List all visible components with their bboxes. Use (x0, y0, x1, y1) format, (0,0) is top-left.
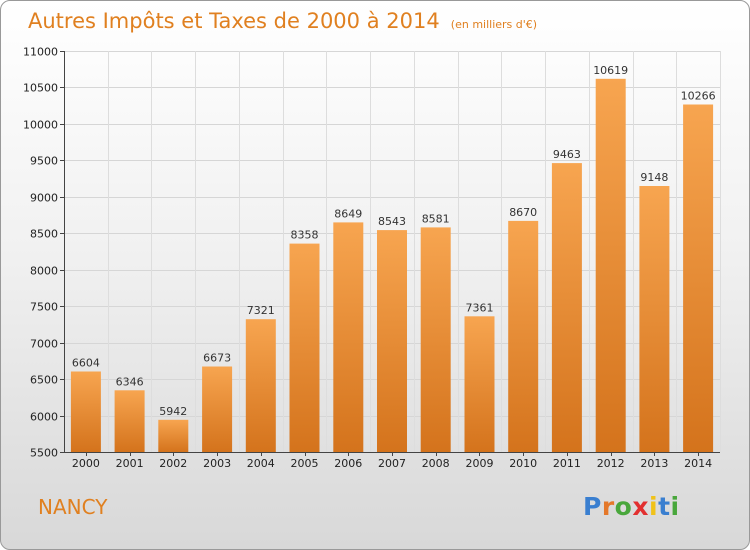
chart-subtitle: (en milliers d'€) (450, 18, 538, 31)
x-tick-label: 2000 (72, 457, 100, 470)
data-labels: 6604 6346 5942 6673 7321 8358 8649 8543 8581 7361… (72, 64, 716, 418)
bar (551, 163, 582, 452)
bar (639, 186, 670, 452)
y-tick-label: 9500 (30, 155, 58, 168)
bar (508, 220, 539, 452)
bar-value-label: 6673 (203, 352, 231, 365)
bar (289, 243, 320, 452)
logo-letter: o (614, 492, 633, 521)
x-tick-label: 2013 (640, 457, 668, 470)
logo-letter: i (670, 492, 680, 521)
bar-value-label: 8670 (509, 206, 537, 219)
x-tick-label: 2008 (422, 457, 450, 470)
y-tick-label: 8000 (30, 265, 58, 278)
x-tick-label: 2002 (159, 457, 187, 470)
y-tick-label: 7500 (30, 301, 58, 314)
bar-value-label: 8543 (378, 215, 406, 228)
x-tick-label: 2010 (509, 457, 537, 470)
y-tick-label: 10000 (23, 119, 58, 132)
y-tick-label: 7000 (30, 338, 58, 351)
bar-value-label: 6346 (116, 375, 144, 388)
chart-title: Autres Impôts et Taxes de 2000 à 2014 (28, 9, 440, 33)
bar-value-label: 8649 (334, 207, 362, 220)
logo-letter: i (649, 492, 659, 521)
logo-letter: r (601, 492, 615, 521)
bar (70, 371, 101, 452)
y-tick-label: 8500 (30, 228, 58, 241)
bar-value-label: 10266 (681, 90, 716, 103)
bar (464, 316, 495, 452)
x-tick-label: 2001 (116, 457, 144, 470)
x-tick-label: 2011 (553, 457, 581, 470)
x-tick-label: 2009 (466, 457, 494, 470)
x-tick-label: 2014 (684, 457, 712, 470)
y-tick-label: 10500 (23, 82, 58, 95)
y-tick-label: 9000 (30, 192, 58, 205)
bar (158, 419, 189, 452)
y-tick-label: 11000 (23, 46, 58, 59)
bar (245, 319, 276, 452)
x-tick-label: 2006 (334, 457, 362, 470)
y-tick-label: 6500 (30, 374, 58, 387)
x-tick-label: 2004 (247, 457, 275, 470)
bar-value-label: 8581 (422, 212, 450, 225)
logo-letter: t (658, 492, 671, 521)
x-tick-label: 2005 (291, 457, 319, 470)
bars (70, 78, 714, 453)
bar-value-label: 8358 (291, 229, 319, 242)
bar (202, 366, 233, 452)
logo-letter: P (583, 492, 602, 521)
bar (114, 390, 145, 452)
x-tick-label: 2003 (203, 457, 231, 470)
axes: 5500 6000 6500 7000 7500 8000 8500 9000 9500 1000… (23, 46, 720, 470)
logo-letter: x (632, 492, 649, 521)
bar-value-label: 10619 (593, 64, 628, 77)
title-line: Autres Impôts et Taxes de 2000 à 2014 (e… (28, 9, 537, 33)
y-tick-label: 5500 (30, 447, 58, 460)
y-tick-label: 6000 (30, 411, 58, 424)
bar (377, 230, 407, 452)
bar-value-label: 7361 (466, 301, 494, 314)
x-tick-label: 2007 (378, 457, 406, 470)
bar (420, 227, 451, 452)
x-tick-label: 2012 (597, 457, 625, 470)
proxiti-logo: Proxiti (583, 492, 680, 521)
bar (333, 222, 364, 452)
bar (595, 78, 626, 453)
bar-value-label: 9463 (553, 148, 581, 161)
bar (683, 104, 714, 452)
bar-value-label: 9148 (640, 171, 668, 184)
bar-value-label: 5942 (159, 405, 187, 418)
bar-value-label: 6604 (72, 357, 100, 370)
bar-value-label: 7321 (247, 304, 275, 317)
city-name: NANCY (38, 495, 108, 519)
